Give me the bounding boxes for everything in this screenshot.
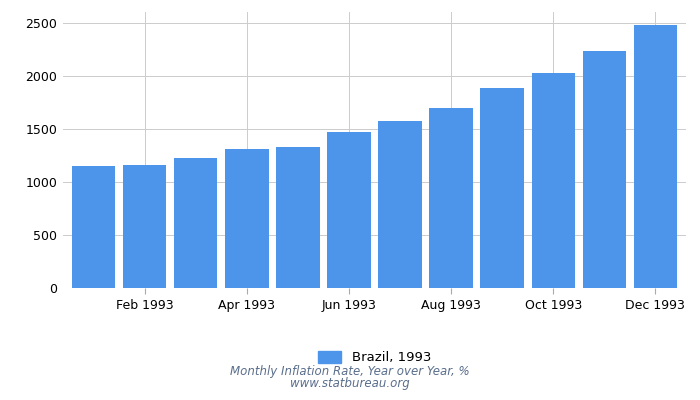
Bar	[480, 88, 524, 288]
Bar	[378, 121, 421, 288]
Bar	[429, 108, 472, 288]
Bar	[123, 165, 167, 288]
Bar	[174, 158, 218, 288]
Bar	[582, 51, 626, 288]
Text: www.statbureau.org: www.statbureau.org	[290, 378, 410, 390]
Bar	[72, 166, 116, 288]
Bar	[225, 150, 269, 288]
Bar	[276, 147, 320, 288]
Legend: Brazil, 1993: Brazil, 1993	[311, 344, 438, 371]
Bar	[328, 132, 371, 288]
Bar	[531, 72, 575, 288]
Text: Monthly Inflation Rate, Year over Year, %: Monthly Inflation Rate, Year over Year, …	[230, 365, 470, 378]
Bar	[634, 25, 677, 288]
